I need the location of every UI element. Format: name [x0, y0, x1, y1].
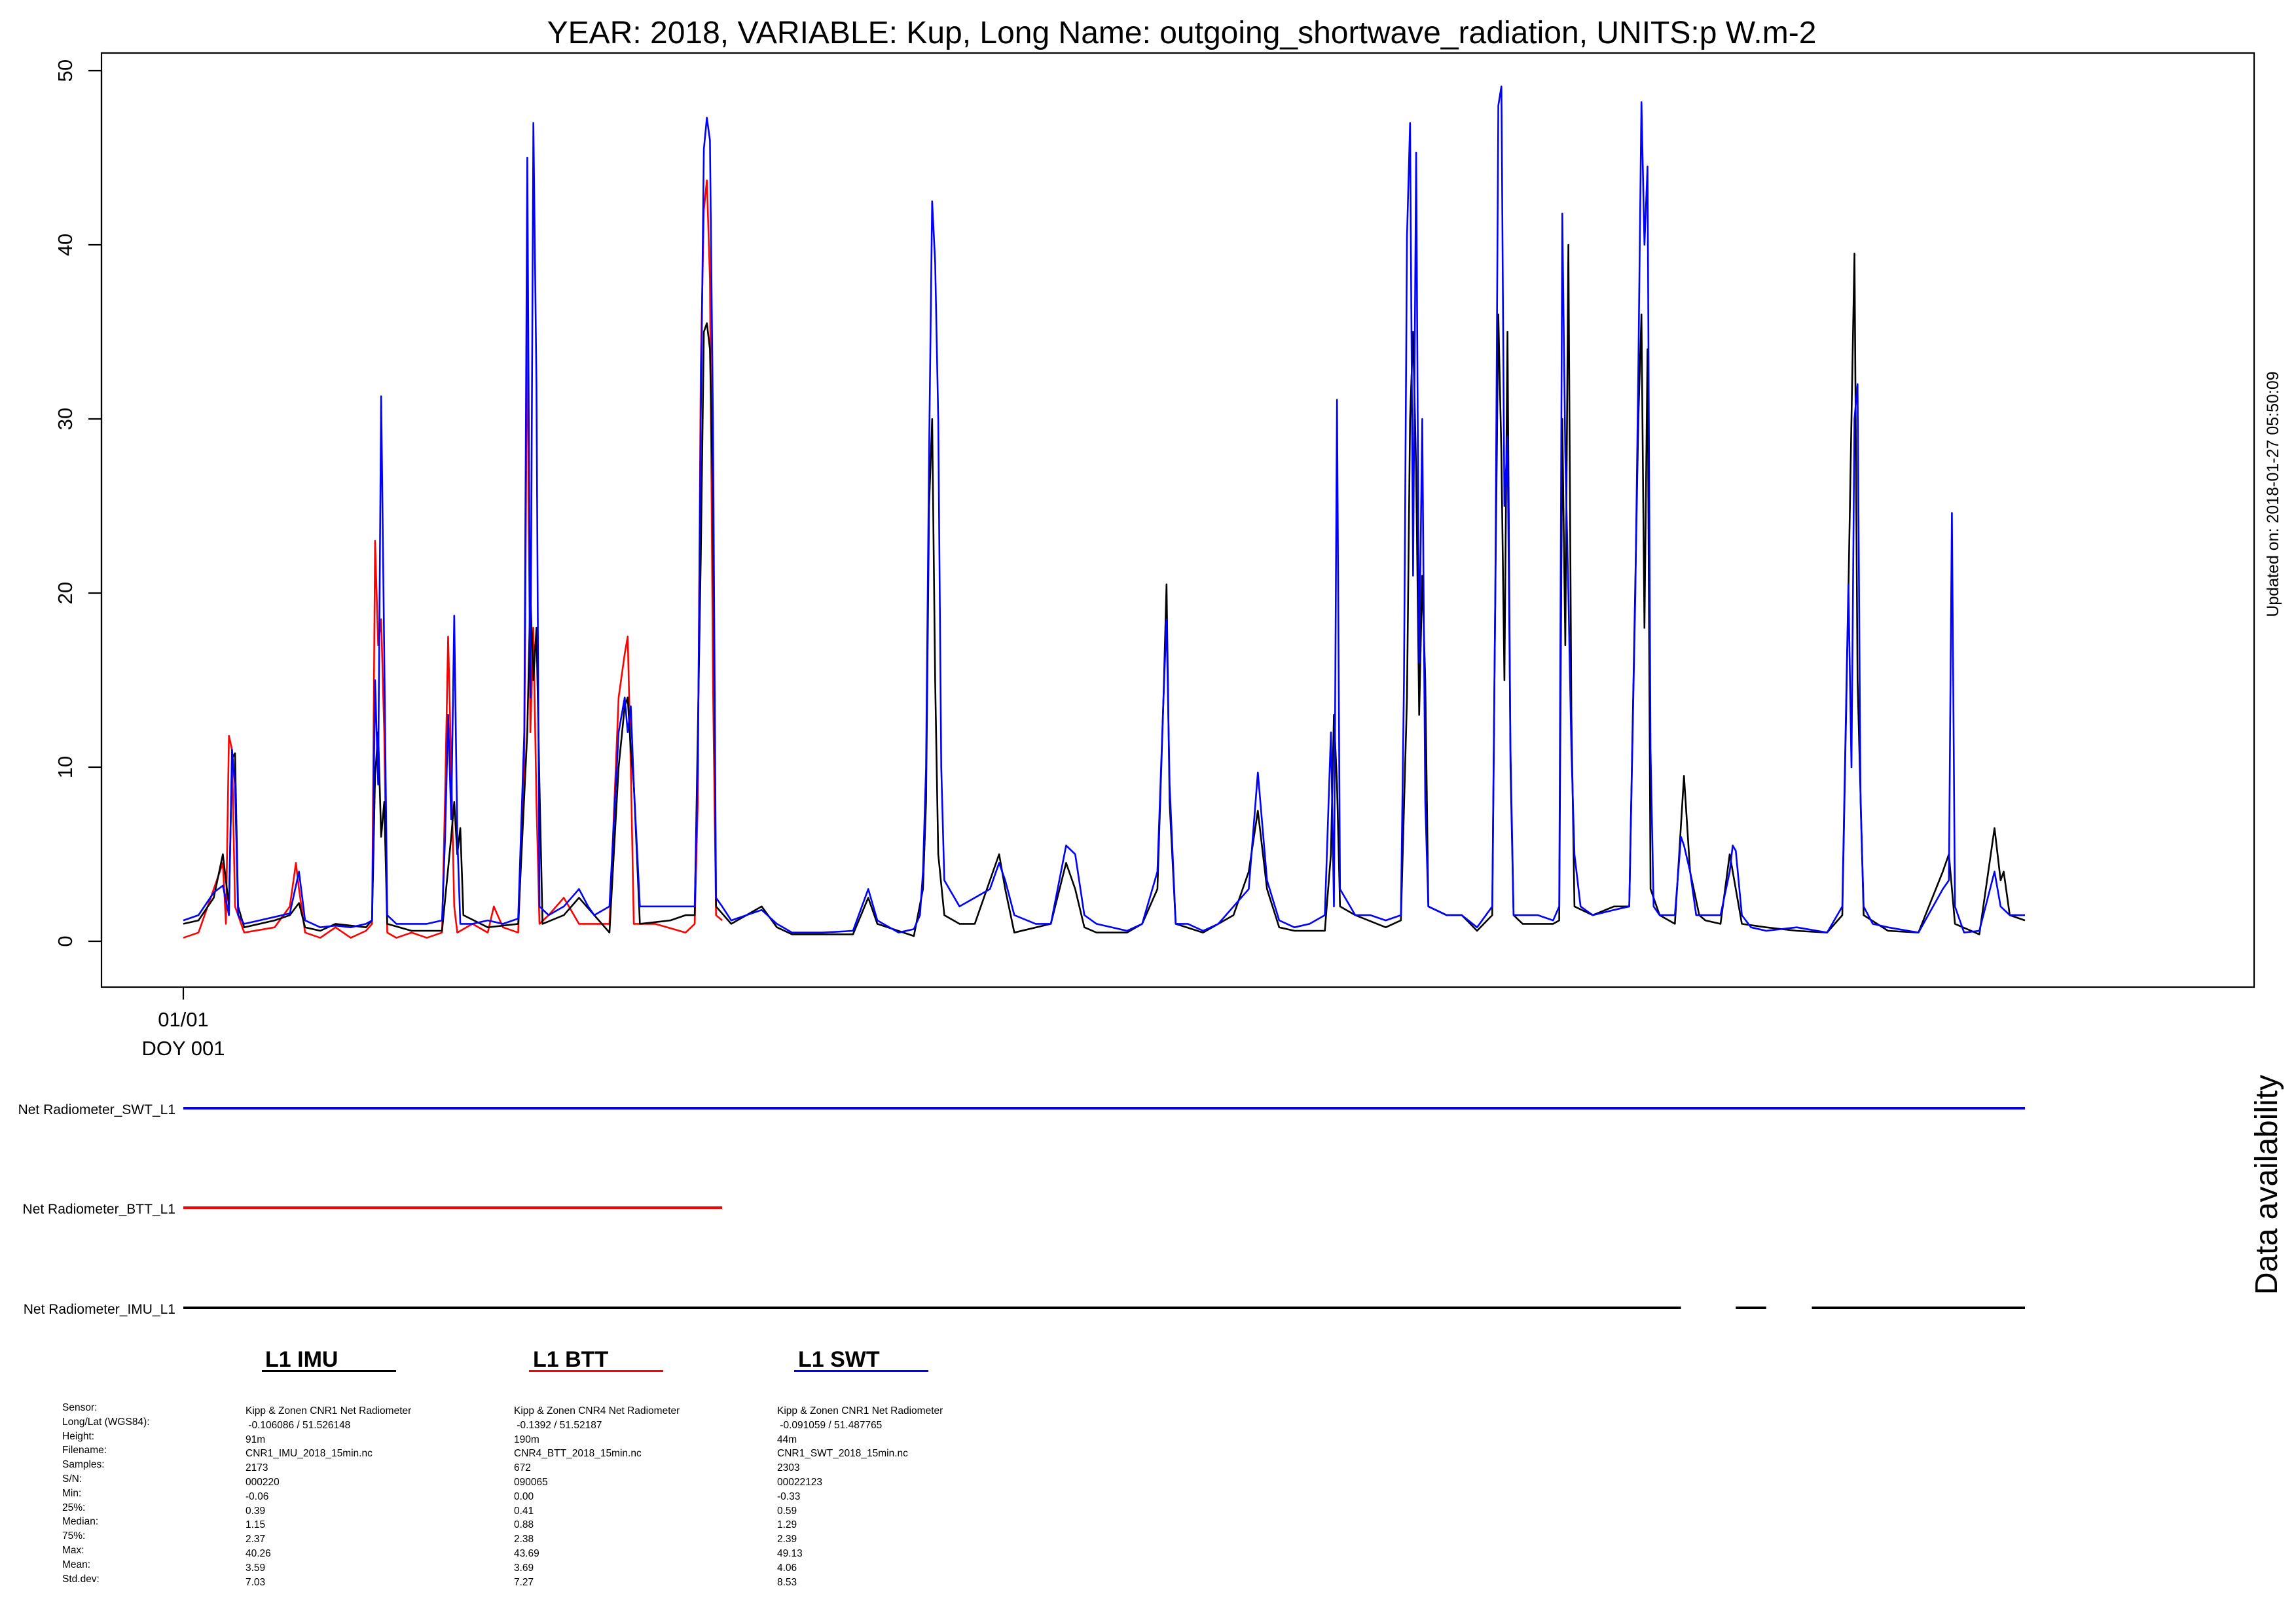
plot-frame	[100, 52, 2255, 988]
y-tick-label: 10	[54, 756, 77, 778]
y-tick-label: 20	[54, 582, 77, 604]
availability-row-label: Net Radiometer_SWT_L1	[18, 1102, 175, 1117]
stats-swt: Kipp & Zonen CNR1 Net Radiometer -0.0910…	[777, 1405, 943, 1588]
chart-title: YEAR: 2018, VARIABLE: Kup, Long Name: ou…	[547, 16, 1817, 50]
series-layer	[183, 85, 2026, 939]
updated-timestamp: Updated on: 2018-01-27 05:50:09	[2264, 371, 2282, 617]
stats-row-labels: Sensor: Long/Lat (WGS84): Height: Filena…	[62, 1402, 150, 1585]
legend-btt-title: L1 BTT	[533, 1347, 609, 1372]
legend-swt-line	[794, 1370, 928, 1372]
legend-btt-line	[529, 1370, 663, 1372]
x-tick-label-doy: DOY 001	[142, 1037, 225, 1060]
availability-row-label: Net Radiometer_IMU_L1	[24, 1302, 175, 1317]
legend-imu-line	[262, 1370, 396, 1372]
x-tick-label-date: 01/01	[158, 1008, 209, 1031]
y-tick-label: 0	[54, 935, 77, 947]
legend-swt-title: L1 SWT	[798, 1347, 880, 1372]
availability-row-label: Net Radiometer_BTT_L1	[23, 1202, 175, 1217]
y-tick-label: 40	[54, 234, 77, 256]
availability-title: Data availability	[2250, 1075, 2284, 1295]
series-line-l1-imu	[183, 244, 2026, 937]
stats-imu: Kipp & Zonen CNR1 Net Radiometer -0.1060…	[246, 1405, 412, 1588]
y-tick-label: 30	[54, 408, 77, 430]
legend-imu-title: L1 IMU	[265, 1347, 338, 1372]
x-axis: 01/01 DOY 001	[142, 987, 225, 1060]
y-axis: 0 10 20 30 40 50	[54, 60, 103, 947]
availability-panel: Net Radiometer_SWT_L1 Net Radiometer_BTT_…	[18, 1102, 2025, 1317]
stats-btt: Kipp & Zonen CNR4 Net Radiometer -0.1392…	[514, 1405, 680, 1588]
series-line-l1-swt	[183, 85, 2025, 933]
y-tick-label: 50	[54, 60, 77, 82]
